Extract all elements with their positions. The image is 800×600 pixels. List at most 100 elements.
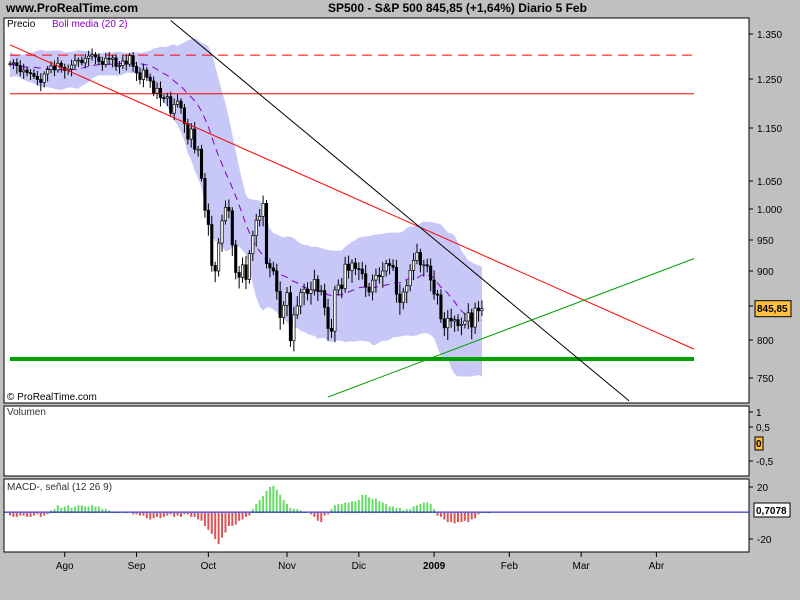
candle-body bbox=[264, 203, 269, 264]
volume-y-axis: 1 0,5 -0,5 bbox=[749, 408, 774, 468]
candle-body bbox=[401, 291, 405, 303]
candle-body bbox=[117, 65, 121, 67]
candle-body bbox=[97, 56, 101, 62]
price-y-axis: 750 800 900 950 1.000 1.050 1.150 1.250 1.350 bbox=[749, 30, 782, 385]
x-tick-label: Sep bbox=[128, 561, 146, 572]
macd-value-label: 0,7078 bbox=[756, 506, 787, 517]
candle-body bbox=[476, 307, 481, 312]
volume-tick-label: 1 bbox=[756, 408, 762, 419]
candle-body bbox=[104, 57, 108, 65]
candle-body bbox=[32, 73, 36, 77]
candle-body bbox=[128, 55, 132, 65]
candle-body bbox=[473, 307, 477, 328]
candle-body bbox=[377, 274, 381, 277]
candle-body bbox=[42, 73, 46, 83]
candle-body bbox=[446, 317, 450, 329]
candle-body bbox=[278, 290, 282, 318]
candle-body bbox=[124, 60, 128, 65]
last-price-label: 845,85 bbox=[757, 304, 788, 315]
candle-body bbox=[80, 59, 84, 64]
candle-body bbox=[254, 219, 258, 237]
candle-body bbox=[353, 262, 357, 269]
candle-body bbox=[87, 55, 91, 59]
macd-histogram bbox=[9, 485, 490, 545]
candle-body bbox=[347, 263, 351, 271]
candle-body bbox=[100, 61, 104, 65]
volume-tick-label: -0,5 bbox=[756, 457, 774, 468]
candle-body bbox=[388, 263, 392, 266]
candle-body bbox=[405, 285, 409, 293]
candle-body bbox=[312, 279, 316, 291]
candle-body bbox=[169, 96, 173, 114]
volume-tick-label: 0,5 bbox=[756, 423, 770, 434]
x-tick-label: Feb bbox=[501, 561, 519, 572]
candle-body bbox=[459, 324, 463, 327]
candle-body bbox=[179, 100, 183, 109]
candle-body bbox=[162, 97, 166, 99]
candle-body bbox=[83, 57, 87, 64]
price-tick-label: 1.250 bbox=[757, 75, 782, 86]
candle-body bbox=[381, 270, 385, 277]
candle-body bbox=[189, 128, 193, 140]
candle-body bbox=[11, 62, 15, 65]
candle-body bbox=[258, 216, 262, 221]
x-axis: Ago Sep Oct Nov Dic 2009 Feb Mar Abr bbox=[56, 552, 665, 572]
candle-body bbox=[52, 65, 57, 71]
candle-body bbox=[148, 76, 152, 82]
candle-body bbox=[176, 100, 180, 105]
price-tick-label: 900 bbox=[757, 267, 774, 278]
candle-body bbox=[15, 62, 19, 66]
candle-body bbox=[340, 284, 344, 289]
candle-body bbox=[323, 290, 327, 308]
tendencia-bajista-2-line bbox=[170, 20, 630, 402]
tendencia-bajista-line bbox=[9, 44, 695, 350]
candle-body bbox=[39, 79, 43, 83]
candle-body bbox=[422, 264, 426, 267]
candle-body bbox=[360, 268, 364, 275]
candle-body bbox=[223, 206, 228, 222]
candle-body bbox=[107, 57, 111, 60]
macd-panel[interactable] bbox=[3, 478, 750, 553]
price-panel[interactable] bbox=[3, 17, 750, 404]
candle-body bbox=[241, 264, 245, 278]
price-tick-label: 950 bbox=[757, 236, 774, 247]
candle-body bbox=[28, 72, 33, 75]
candles-group bbox=[8, 48, 484, 352]
candle-body bbox=[463, 320, 467, 325]
candle-body bbox=[134, 66, 139, 74]
bollinger-band bbox=[10, 38, 482, 377]
candle-body bbox=[213, 265, 217, 272]
candle-body bbox=[357, 268, 361, 270]
candle-body bbox=[172, 104, 176, 114]
candle-body bbox=[271, 267, 275, 272]
candle-body bbox=[35, 75, 39, 80]
candle-body bbox=[196, 148, 200, 151]
candle-body bbox=[158, 87, 163, 98]
candle-body bbox=[367, 286, 371, 293]
candle-body bbox=[439, 294, 443, 320]
candle-body bbox=[418, 252, 422, 266]
candle-body bbox=[145, 69, 149, 78]
candle-body bbox=[391, 265, 395, 268]
candle-body bbox=[429, 265, 433, 281]
candle-body bbox=[46, 69, 50, 75]
candle-body bbox=[227, 206, 231, 212]
candle-body bbox=[384, 263, 388, 272]
candle-body bbox=[199, 148, 204, 179]
x-tick-label: 2009 bbox=[423, 561, 446, 572]
candle-body bbox=[299, 292, 303, 307]
volume-panel[interactable] bbox=[3, 405, 750, 477]
candle-body bbox=[394, 266, 399, 295]
candle-body bbox=[247, 253, 251, 280]
candle-body bbox=[22, 69, 26, 73]
candle-body bbox=[234, 244, 238, 273]
macd-legend-label: MACD-, señal (12 26 9) bbox=[7, 482, 112, 493]
candle-body bbox=[480, 308, 484, 312]
candle-body bbox=[193, 128, 197, 150]
candle-body bbox=[261, 203, 265, 217]
x-tick-label: Mar bbox=[573, 561, 591, 572]
candle-body bbox=[412, 260, 416, 271]
macd-y-axis: 20 -20 bbox=[749, 483, 772, 546]
candle-body bbox=[244, 264, 248, 280]
